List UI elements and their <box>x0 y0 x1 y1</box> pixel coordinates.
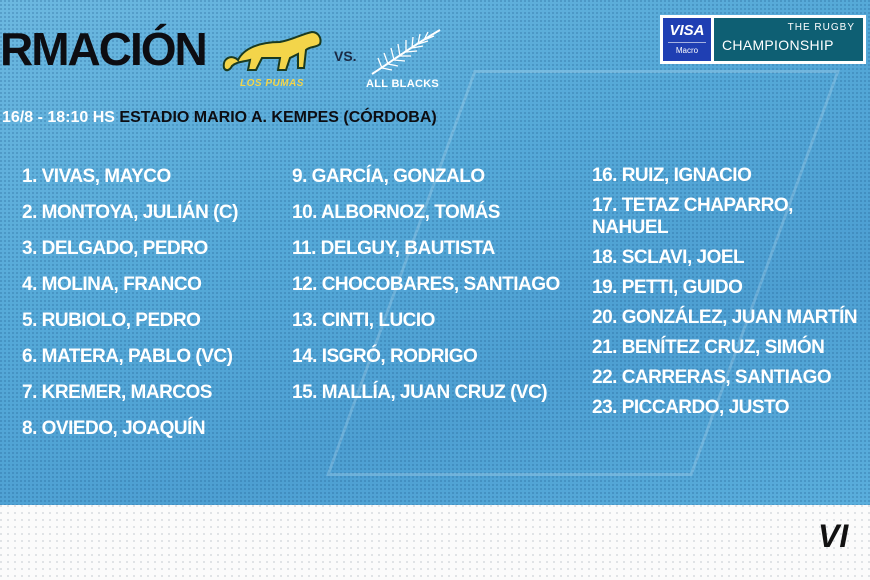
backs-list: 9. GARCÍA, GONZALO 10. ALBORNOZ, TOMÁS 1… <box>292 165 582 417</box>
trc-top-text: THE RUGBY <box>787 22 855 33</box>
sponsor-logos: VISA Macro THE RUGBY CHAMPIONSHIP <box>660 15 866 64</box>
macro-text: Macro <box>668 42 706 55</box>
trc-main-text: CHAMPIONSHIP <box>722 37 834 53</box>
los-pumas-logo-icon <box>222 30 322 72</box>
footer-band <box>0 505 870 580</box>
list-item: 11. DELGUY, BAUTISTA <box>292 238 495 259</box>
visa-text: VISA <box>669 22 705 39</box>
list-item: 2. MONTOYA, JULIÁN (C) <box>22 202 238 223</box>
list-item: 19. PETTI, GUIDO <box>592 277 743 298</box>
list-item: 10. ALBORNOZ, TOMÁS <box>292 202 500 223</box>
list-item: 14. ISGRÓ, RODRIGO <box>292 346 478 367</box>
list-item: 3. DELGADO, PEDRO <box>22 238 208 259</box>
list-item: 15. MALLÍA, JUAN CRUZ (VC) <box>292 382 548 403</box>
match-date-time: 16/8 - 18:10 HS <box>2 109 115 126</box>
list-item: 12. CHOCOBARES, SANTIAGO <box>292 274 560 295</box>
away-team-label: ALL BLACKS <box>366 78 440 90</box>
list-item: 22. CARRERAS, SANTIAGO <box>592 367 832 388</box>
list-item: 4. MOLINA, FRANCO <box>22 274 202 295</box>
list-item: 21. BENÍTEZ CRUZ, SIMÓN <box>592 337 825 358</box>
substitutes-list: 16. RUIZ, IGNACIO 17. TETAZ CHAPARRO, NA… <box>592 165 864 427</box>
list-item: 23. PICCARDO, JUSTO <box>592 397 790 418</box>
visa-footer-logo: VI <box>818 518 849 554</box>
match-venue: ESTADIO MARIO A. KEMPES (CÓRDOBA) <box>119 109 437 126</box>
list-item: 1. VIVAS, MAYCO <box>22 166 171 187</box>
list-item: 13. CINTI, LUCIO <box>292 310 435 331</box>
list-item: 17. TETAZ CHAPARRO, NAHUEL <box>592 195 793 238</box>
list-item: 7. KREMER, MARCOS <box>22 382 212 403</box>
list-item: 18. SCLAVI, JOEL <box>592 247 745 268</box>
list-item: 6. MATERA, PABLO (VC) <box>22 346 233 367</box>
list-item: 5. RUBIOLO, PEDRO <box>22 310 201 331</box>
page-title: RMACIÓN <box>0 23 208 75</box>
versus-label: VS. <box>334 48 357 64</box>
visa-macro-logo: VISA Macro <box>663 18 711 61</box>
list-item: 8. OVIEDO, JOAQUÍN <box>22 418 206 439</box>
home-team-label: LOS PUMAS <box>240 78 304 89</box>
list-item: 20. GONZÁLEZ, JUAN MARTÍN <box>592 307 858 328</box>
silver-fern-icon <box>371 29 441 75</box>
forwards-list: 1. VIVAS, MAYCO 2. MONTOYA, JULIÁN (C) 3… <box>22 165 284 453</box>
list-item: 16. RUIZ, IGNACIO <box>592 165 752 186</box>
list-item: 9. GARCÍA, GONZALO <box>292 166 485 187</box>
match-info: 16/8 - 18:10 HS ESTADIO MARIO A. KEMPES … <box>2 110 437 126</box>
rugby-championship-logo: THE RUGBY CHAMPIONSHIP <box>714 18 863 61</box>
background <box>0 0 870 505</box>
